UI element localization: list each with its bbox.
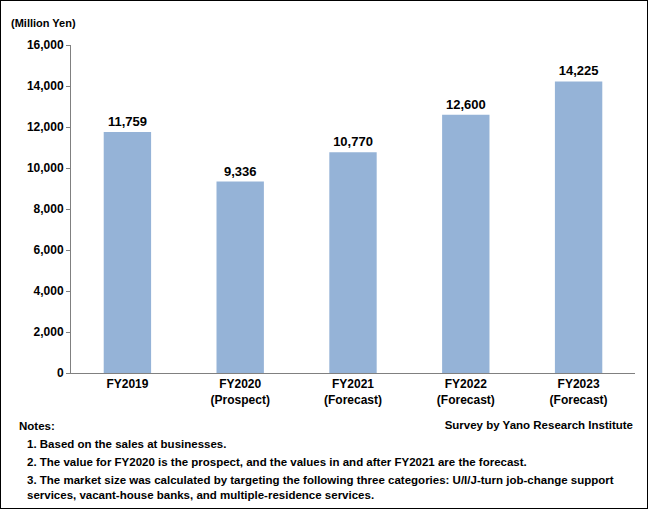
html-text:Notes:: Notes:	[19, 420, 55, 432]
svg-text:4,000: 4,000	[34, 284, 64, 298]
svg-text:FY2019: FY2019	[106, 377, 148, 391]
html-text:3. The market size was calcula: 3. The market size was calculated by tar…	[27, 474, 614, 501]
svg-text:9,336: 9,336	[224, 164, 257, 179]
svg-text:10,000: 10,000	[27, 161, 64, 175]
svg-text:FY2020(Prospect): FY2020(Prospect)	[211, 377, 270, 407]
html-text:2. The value for FY2020 is the: 2. The value for FY2020 is the prospect,…	[27, 456, 527, 468]
svg-text:(Million Yen): (Million Yen)	[11, 17, 76, 29]
html-text:Survey by Yano Research Instit: Survey by Yano Research Institute	[444, 419, 633, 431]
svg-text:14,000: 14,000	[27, 79, 64, 93]
svg-text:8,000: 8,000	[34, 202, 64, 216]
svg-text:16,000: 16,000	[27, 38, 64, 52]
html-text:1. Based on the sales at busin: 1. Based on the sales at businesses.	[27, 438, 227, 450]
svg-text:11,759: 11,759	[108, 114, 147, 129]
svg-text:2,000: 2,000	[34, 325, 64, 339]
svg-text:FY2021(Forecast): FY2021(Forecast)	[324, 377, 382, 407]
svg-text:10,770: 10,770	[333, 134, 373, 149]
svg-text:14,225: 14,225	[559, 63, 599, 78]
svg-text:0: 0	[57, 366, 64, 380]
svg-text:12,600: 12,600	[446, 97, 486, 112]
svg-text:FY2022(Forecast): FY2022(Forecast)	[437, 377, 495, 407]
svg-text:12,000: 12,000	[27, 120, 64, 134]
svg-text:FY2023(Forecast): FY2023(Forecast)	[550, 377, 608, 407]
svg-text:6,000: 6,000	[34, 243, 64, 257]
